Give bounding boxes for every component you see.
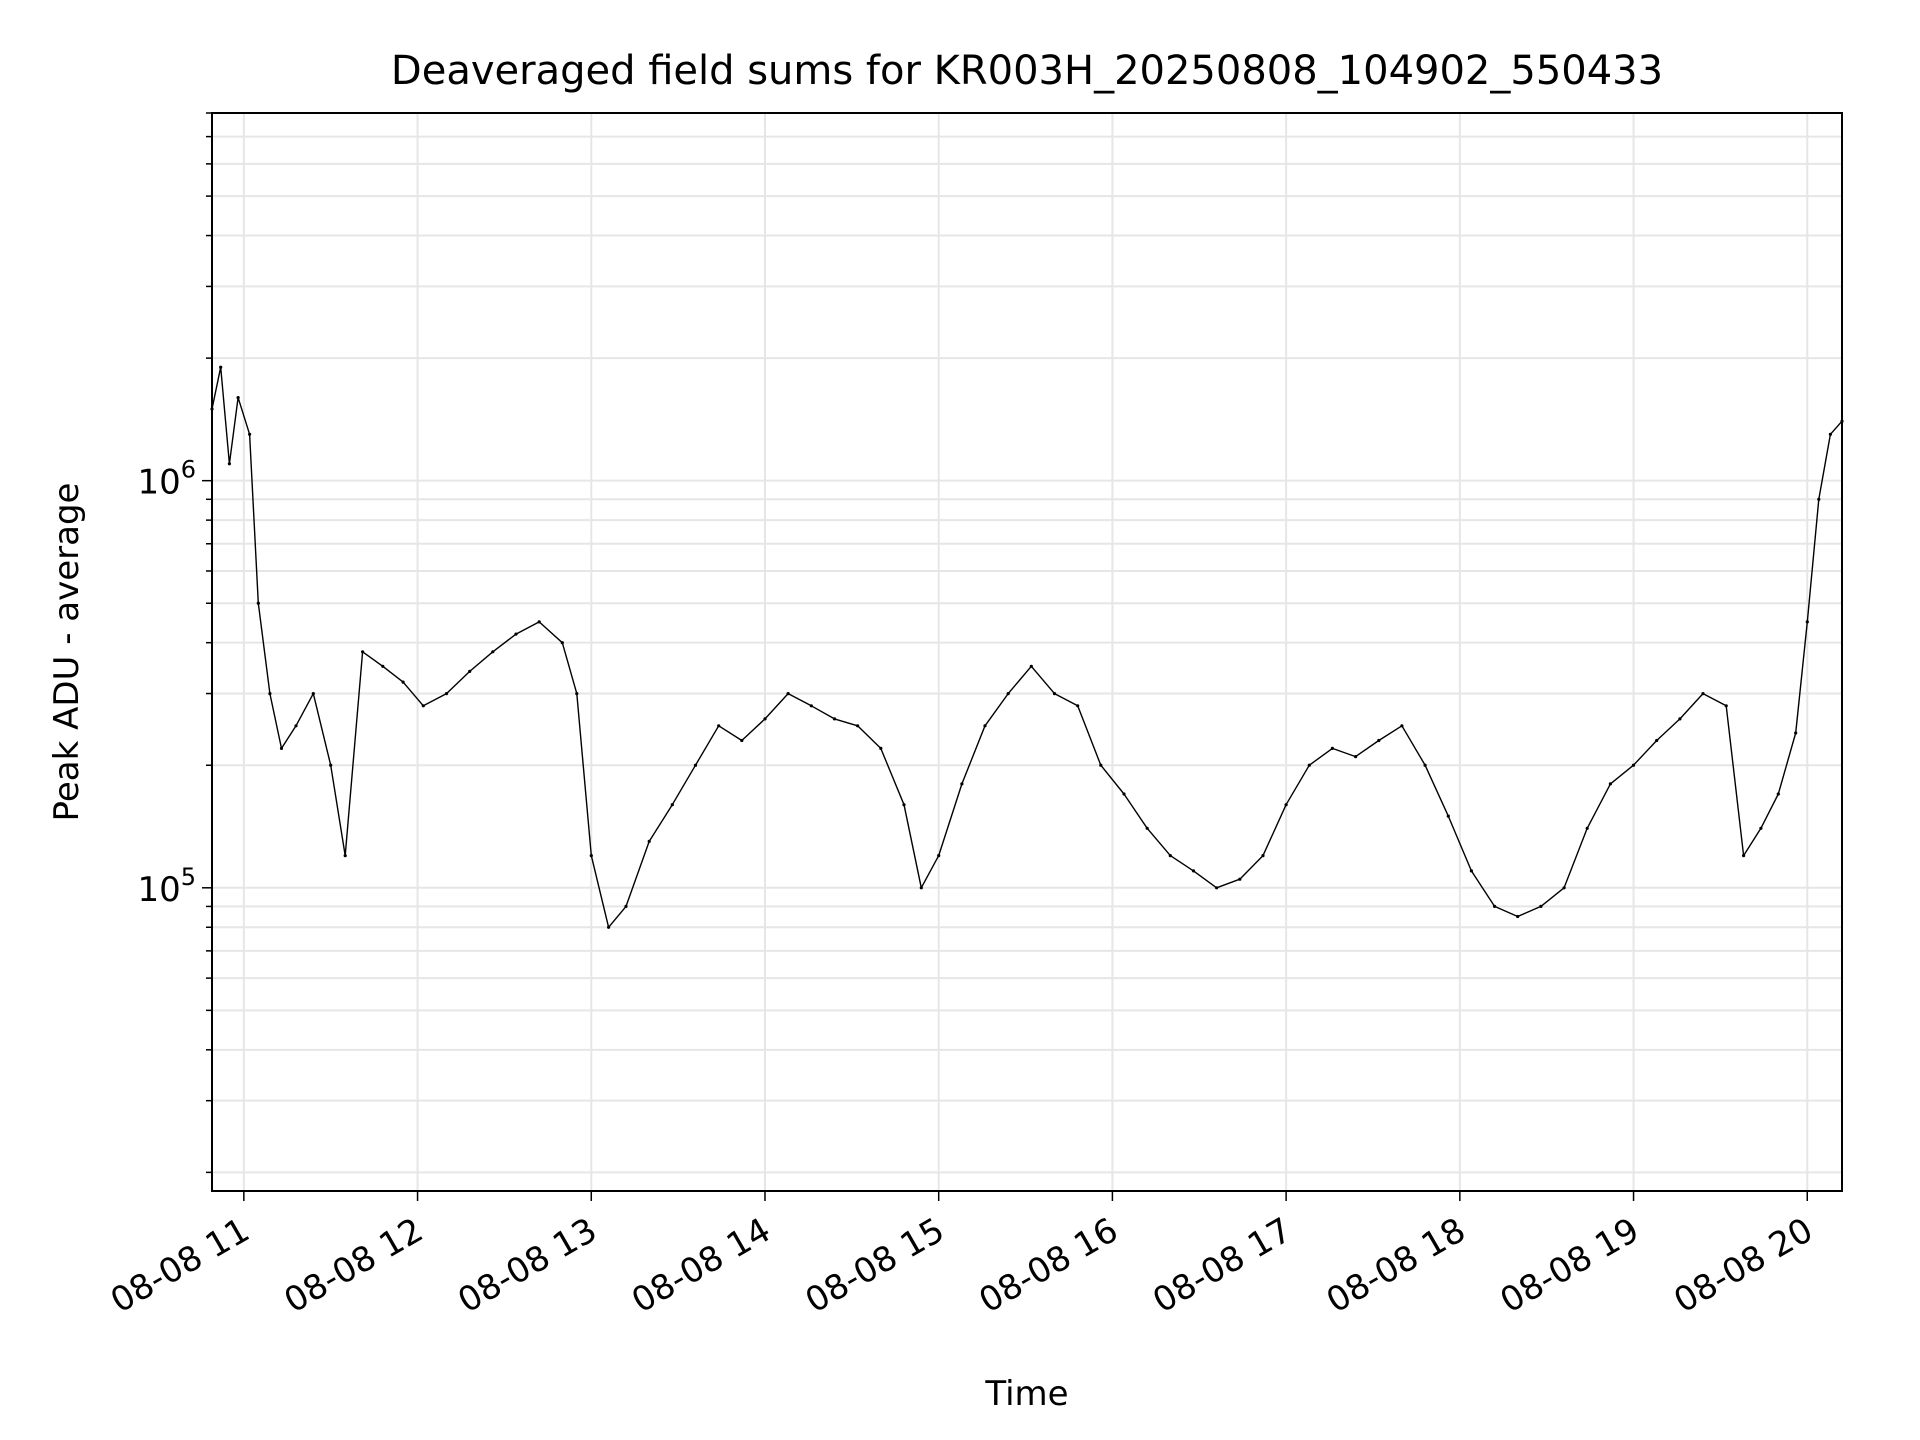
data-point [268, 692, 272, 696]
y-tick-label: 106 [137, 456, 196, 503]
data-point [832, 717, 837, 721]
data-point [1145, 826, 1149, 830]
data-point [983, 724, 987, 728]
y-axis-label: Peak ADU - average [47, 483, 87, 822]
y-tick-exponent: 6 [181, 456, 196, 484]
data-point [624, 904, 628, 909]
data-point [361, 650, 365, 654]
data-point [1168, 854, 1172, 858]
y-tick-label: 105 [137, 863, 196, 910]
data-point [444, 692, 449, 696]
series-group [210, 365, 1844, 929]
data-point [1562, 886, 1566, 890]
data-point [1539, 904, 1543, 909]
data-point [401, 680, 405, 684]
data-point [902, 803, 906, 807]
data-point [1284, 803, 1288, 807]
data-point [560, 641, 564, 645]
plot-frame [211, 112, 1843, 1192]
data-point [1742, 854, 1746, 858]
data-point [1354, 755, 1358, 759]
data-point [1238, 877, 1242, 881]
data-point [343, 854, 347, 858]
data-point [1006, 692, 1010, 696]
y-tick-exponent: 5 [181, 863, 196, 891]
data-point [879, 746, 883, 751]
data-point [1330, 746, 1334, 751]
data-point [1076, 704, 1080, 708]
data-point [1817, 497, 1821, 501]
data-point [236, 396, 240, 400]
data-point [607, 925, 611, 929]
data-point [1701, 692, 1705, 696]
data-point [693, 763, 698, 767]
y-tick-base: 10 [137, 463, 180, 503]
data-point [809, 704, 813, 708]
data-point [1678, 717, 1682, 721]
x-axis-label: Time [984, 1374, 1068, 1414]
data-point [1655, 738, 1659, 743]
data-point [740, 738, 744, 743]
data-point [1776, 792, 1780, 796]
series-line [211, 366, 1843, 928]
data-point [1631, 763, 1636, 767]
y-tick-base: 10 [137, 870, 180, 910]
data-point [294, 724, 298, 728]
data-point [1215, 886, 1219, 890]
data-point [279, 746, 284, 751]
data-point [1099, 763, 1103, 767]
data-point [468, 669, 472, 674]
data-point [219, 365, 223, 369]
data-point [1446, 814, 1450, 818]
data-point [1122, 792, 1126, 796]
data-point [763, 717, 767, 721]
data-point [786, 692, 790, 696]
data-point [1794, 731, 1798, 735]
data-point [919, 886, 923, 890]
data-point [1585, 826, 1589, 830]
chart-title: Deaveraged field sums for KR003H_2025080… [391, 48, 1663, 94]
data-point [670, 803, 674, 807]
data-point [1377, 738, 1381, 743]
data-point [647, 839, 651, 844]
data-point [227, 462, 231, 466]
data-point [1759, 826, 1763, 830]
data-point [421, 704, 425, 708]
data-point [1469, 869, 1473, 873]
data-point [960, 782, 964, 786]
data-point [381, 664, 385, 668]
data-point [1493, 904, 1497, 909]
data-point [1307, 763, 1311, 767]
data-point [491, 650, 495, 654]
data-point [1052, 692, 1057, 696]
data-point [717, 724, 721, 728]
data-point [256, 601, 260, 605]
data-point [1828, 432, 1832, 436]
data-point [856, 724, 860, 728]
data-point [1724, 704, 1728, 708]
data-point [514, 632, 518, 636]
data-point [248, 432, 252, 436]
data-point [1805, 620, 1809, 624]
data-point [1029, 664, 1033, 668]
data-point [937, 854, 941, 858]
data-point [329, 763, 333, 767]
grid [212, 112, 1842, 1191]
data-point [1191, 869, 1196, 873]
data-point [1516, 914, 1520, 919]
data-point [1608, 782, 1612, 786]
data-point [537, 620, 541, 624]
data-point [1423, 763, 1427, 767]
data-point [589, 854, 593, 858]
data-point [1400, 724, 1404, 728]
data-point [311, 692, 315, 696]
data-point [575, 692, 579, 696]
data-point [1261, 854, 1265, 858]
